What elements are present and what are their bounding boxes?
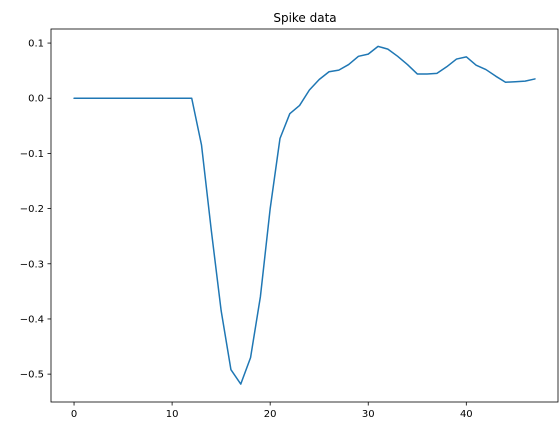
y-axis: −0.5 −0.4 −0.3 −0.2 −0.1 0.0 0.1 xyxy=(20,39,51,381)
y-tick-label: −0.4 xyxy=(20,314,44,325)
y-tick-label: −0.2 xyxy=(20,204,44,215)
x-tick-label: 10 xyxy=(166,409,179,420)
y-tick-label: −0.1 xyxy=(20,149,44,160)
chart-title: Spike data xyxy=(273,11,336,25)
y-tick-label: −0.5 xyxy=(20,370,44,381)
x-tick-label: 20 xyxy=(264,409,277,420)
plot-frame xyxy=(50,28,559,403)
y-tick-label: −0.3 xyxy=(20,259,44,270)
series-line-0 xyxy=(73,45,536,385)
y-tick-label: 0.0 xyxy=(28,94,44,105)
y-tick-label: 0.1 xyxy=(28,39,44,50)
x-tick-label: 0 xyxy=(71,409,77,420)
plot-area xyxy=(50,28,559,403)
x-tick-label: 40 xyxy=(460,409,473,420)
x-tick-label: 30 xyxy=(362,409,375,420)
x-axis: 0 10 20 30 40 xyxy=(71,402,473,420)
